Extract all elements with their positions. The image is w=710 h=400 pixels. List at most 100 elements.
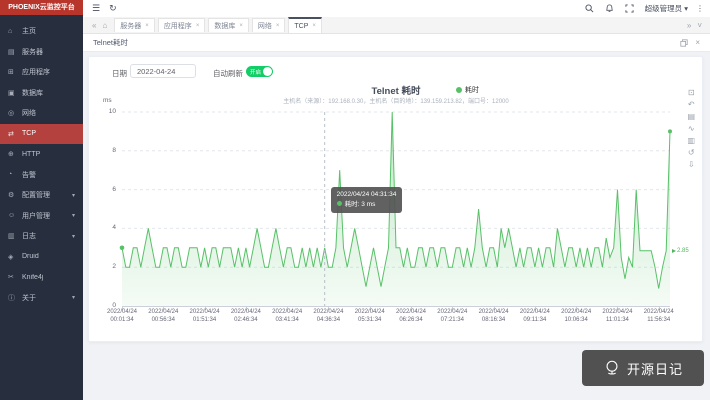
page-title: Telnet耗时: [93, 37, 128, 48]
x-tick-label: 2022/04/2410:06:34: [554, 309, 598, 324]
x-tick-label: 2022/04/2408:16:34: [472, 309, 516, 324]
toolbox-zoom-restore-icon[interactable]: ↶: [687, 99, 695, 111]
sidebar-item-database[interactable]: ▣数据库: [0, 83, 83, 104]
sidebar-item-label: 关于: [22, 293, 72, 303]
toolbox-data-view-icon[interactable]: ▤: [687, 111, 695, 123]
sidebar-item-label: 网络: [22, 108, 75, 118]
sidebar-item-home[interactable]: ⌂主页: [0, 21, 83, 42]
kebab-menu-icon[interactable]: ⋮: [696, 4, 704, 13]
toggle-knob: [263, 67, 272, 76]
sidebar-item-label: 配置管理: [22, 190, 72, 200]
sidebar-item-application[interactable]: ⊞应用程序: [0, 62, 83, 83]
tab-数据库[interactable]: 数据库 ×: [208, 18, 249, 32]
legend-item[interactable]: 耗时: [456, 85, 479, 95]
series-start-point: [120, 246, 125, 251]
sidebar-menu: ⌂主页▤服务器⊞应用程序▣数据库◎网络⇄TCP⊕HTTP◔告警⚙配置管理▾☺用户…: [0, 15, 83, 308]
toggle-state-label: 开启: [250, 68, 261, 76]
close-tab-icon[interactable]: ×: [196, 23, 200, 29]
alarm-icon: ◔: [8, 171, 17, 178]
sidebar-item-http[interactable]: ⊕HTTP: [0, 144, 83, 165]
tabs-scroll-left-icon[interactable]: «: [92, 21, 96, 30]
tab-label: 应用程序: [164, 21, 192, 31]
y-tick-label: 10: [100, 108, 116, 115]
autorefresh-label: 自动刷新: [213, 68, 243, 79]
subbar: Telnet耗时 ×: [83, 34, 710, 52]
content-card: 日期 自动刷新 开启 Telnet 耗时 主机名（来源）：192.168.0.3…: [88, 56, 703, 342]
topbar: ☰ ↻ 超级管理员 ▾ ⋮: [83, 0, 710, 18]
fullscreen-icon[interactable]: [625, 4, 634, 13]
legend-dot-icon: [456, 87, 462, 93]
x-tick-label: 2022/04/2402:46:34: [224, 309, 268, 324]
wechat-account-icon: [603, 359, 621, 377]
watermark-text: 开源日记: [627, 359, 683, 378]
hamburger-icon[interactable]: ☰: [92, 3, 100, 14]
x-tick-label: 2022/04/2404:36:34: [306, 309, 350, 324]
average-value: 2.85: [677, 248, 689, 254]
sidebar-item-server[interactable]: ▤服务器: [0, 42, 83, 63]
search-icon[interactable]: [585, 4, 594, 13]
toolbox-restore-icon[interactable]: ↺: [687, 147, 695, 159]
toolbox-switch-bar-icon[interactable]: ▥: [687, 135, 695, 147]
user-menu[interactable]: 超级管理员 ▾: [645, 3, 688, 14]
tooltip-series-dot-icon: [337, 201, 342, 206]
tab-label: TCP: [294, 23, 308, 30]
x-tick-label: 2022/04/2409:11:34: [513, 309, 557, 324]
y-tick-label: 6: [100, 186, 116, 193]
notification-bell-icon[interactable]: [605, 4, 614, 13]
close-tab-icon[interactable]: ×: [312, 23, 316, 29]
about-icon: ⓘ: [8, 293, 17, 303]
config-icon: ⚙: [8, 191, 17, 199]
tabs-home-icon[interactable]: ⌂: [102, 21, 107, 30]
sidebar: PHOENIX云监控平台 ⌂主页▤服务器⊞应用程序▣数据库◎网络⇄TCP⊕HTT…: [0, 0, 83, 400]
x-tick-label: 2022/04/2400:56:34: [141, 309, 185, 324]
tab-服务器[interactable]: 服务器×: [114, 18, 155, 32]
sidebar-item-label: Knife4j: [22, 274, 75, 281]
y-tick-label: 0: [100, 302, 116, 309]
tab-应用程序[interactable]: 应用程序 ×: [158, 18, 206, 32]
toolbox-save-image-icon[interactable]: ⇩: [687, 159, 695, 171]
tab-label: 数据库: [214, 21, 235, 31]
sidebar-item-config[interactable]: ⚙ 配置管理▾: [0, 185, 83, 206]
toolbox-switch-line-icon[interactable]: ∿: [687, 123, 695, 135]
close-page-icon[interactable]: ×: [695, 38, 700, 47]
subbar-right: ×: [673, 38, 700, 47]
tab-list: 服务器× 应用程序 × 数据库 × 网络 × TCP ×: [114, 17, 325, 33]
date-input[interactable]: [130, 64, 196, 78]
toolbox-area-zoom-icon[interactable]: ⊡: [687, 87, 695, 99]
refresh-icon[interactable]: ↻: [109, 3, 117, 14]
close-tab-icon[interactable]: ×: [276, 23, 280, 29]
sidebar-item-log[interactable]: ▥日志▾: [0, 226, 83, 247]
chart-subtitle: 主机名（来源）：192.168.0.30，主机名（目的地）：139.159.21…: [102, 96, 690, 105]
tooltip-value: 耗时: 3 ms: [345, 201, 376, 208]
sidebar-item-user[interactable]: ☺用户管理▾: [0, 206, 83, 227]
tab-label: 网络: [258, 21, 272, 31]
x-tick-label: 2022/04/2403:41:34: [265, 309, 309, 324]
sidebar-item-knife4j[interactable]: ✂Knife4j: [0, 267, 83, 288]
sidebar-item-network[interactable]: ◎网络: [0, 103, 83, 124]
y-tick-label: 4: [100, 224, 116, 231]
tabs-collapse-icon[interactable]: ˅: [697, 21, 702, 30]
restore-window-icon[interactable]: [680, 39, 688, 47]
tab-TCP[interactable]: TCP ×: [288, 17, 322, 33]
close-tab-icon[interactable]: ×: [145, 23, 149, 29]
sidebar-item-label: 数据库: [22, 88, 75, 98]
sidebar-item-label: 日志: [22, 231, 72, 241]
sidebar-item-druid[interactable]: ◈Druid: [0, 247, 83, 268]
chevron-down-icon: ▾: [72, 192, 75, 199]
x-tick-label: 2022/04/2405:31:34: [348, 309, 392, 324]
x-tick-label: 2022/04/2407:21:34: [430, 309, 474, 324]
close-tab-icon[interactable]: ×: [239, 23, 243, 29]
chevron-down-icon: ▾: [72, 233, 75, 240]
autorefresh-toggle[interactable]: 开启: [246, 66, 273, 77]
sidebar-item-about[interactable]: ⓘ关于▾: [0, 288, 83, 309]
tab-网络[interactable]: 网络 ×: [252, 18, 286, 32]
series-end-point: [668, 129, 672, 133]
sidebar-item-alarm[interactable]: ◔ 告警: [0, 165, 83, 186]
sidebar-item-label: 主页: [22, 26, 75, 36]
sidebar-item-tcp[interactable]: ⇄TCP: [0, 124, 83, 145]
tabs-scroll-right-icon[interactable]: »: [687, 21, 691, 30]
druid-icon: ◈: [8, 253, 17, 261]
sidebar-item-label: 告警: [22, 170, 75, 180]
http-icon: ⊕: [8, 150, 17, 158]
average-markline-label: 2.85: [672, 248, 689, 254]
